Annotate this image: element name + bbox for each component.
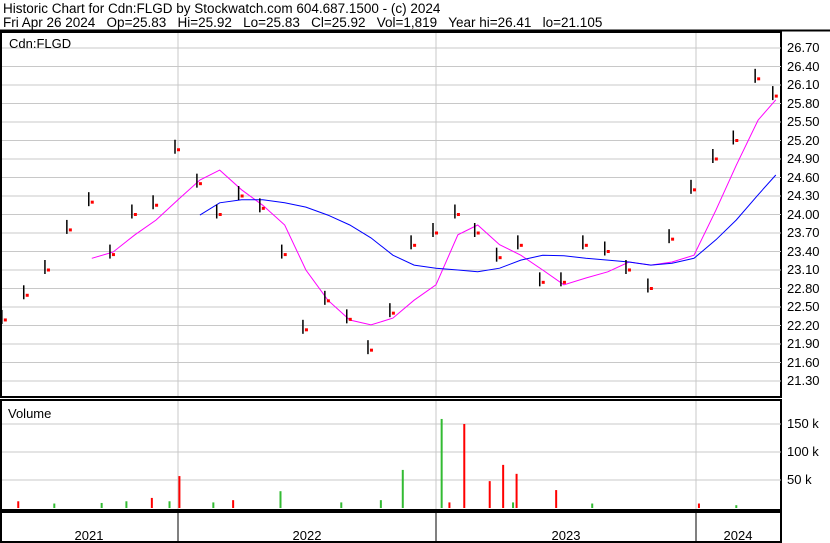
volume-label: Volume	[8, 406, 52, 421]
volume-bar	[448, 502, 451, 508]
short-moving-average-line	[91, 99, 777, 326]
volume-bar	[440, 418, 443, 508]
price-tick-label: 21.60	[787, 354, 820, 370]
price-tick-label: 25.80	[787, 95, 820, 111]
price-point	[476, 231, 480, 235]
price-point	[240, 194, 244, 198]
volume-bar	[379, 500, 382, 508]
volume-bar	[512, 502, 515, 508]
volume-bar	[168, 501, 171, 508]
price-tick-label: 21.90	[787, 336, 820, 351]
price-tick-label: 24.00	[787, 206, 820, 222]
price-point	[693, 188, 696, 192]
volume-bar	[279, 491, 282, 508]
volume-tick-label: 50 k	[787, 472, 812, 487]
price-tick-label: 25.50	[787, 114, 820, 129]
price-point	[714, 157, 718, 161]
price-point	[413, 243, 417, 247]
price-point	[774, 94, 778, 98]
volume-bar	[591, 503, 594, 508]
volume-bar	[502, 464, 505, 508]
price-point	[369, 348, 373, 352]
price-point	[198, 182, 202, 186]
price-point	[68, 228, 72, 232]
price-tick-label: 22.20	[787, 317, 820, 333]
volume-bar	[212, 502, 215, 508]
price-point	[304, 328, 308, 332]
year-label: 2021	[74, 528, 104, 543]
price-tick-label: 26.10	[787, 77, 820, 92]
price-point	[735, 139, 739, 142]
price-point	[649, 287, 653, 290]
volume-bar	[488, 481, 491, 508]
volume-bar	[555, 490, 558, 508]
price-tick-label: 26.70	[787, 40, 820, 55]
price-point	[25, 293, 29, 297]
price-tick-label: 24.90	[787, 151, 820, 166]
price-point	[519, 243, 523, 247]
price-point	[46, 268, 50, 272]
volume-tick-label: 150 k	[787, 416, 819, 431]
price-point	[155, 203, 159, 207]
price-point	[283, 253, 287, 257]
price-point	[541, 280, 545, 284]
price-tick-label: 23.40	[787, 243, 820, 259]
price-point	[348, 317, 352, 321]
quote-summary: Fri Apr 26 2024 Op=25.83 Hi=25.92 Lo=25.…	[3, 15, 603, 30]
chart-title: Historic Chart for Cdn:FLGD by Stockwatc…	[3, 1, 441, 16]
price-point	[133, 213, 137, 216]
price-point	[435, 231, 438, 235]
price-point	[261, 206, 265, 210]
symbol-label: Cdn:FLGD	[9, 36, 72, 51]
price-tick-label: 24.30	[787, 188, 820, 203]
volume-bar	[735, 505, 738, 508]
volume-bar	[401, 469, 404, 508]
price-point	[757, 77, 761, 81]
volume-bar	[150, 497, 153, 508]
price-point	[456, 213, 460, 216]
long-moving-average-line	[199, 174, 777, 273]
price-point	[562, 280, 566, 284]
price-point	[177, 148, 180, 152]
volume-tick-label: 100 k	[787, 444, 819, 459]
price-tick-label: 22.80	[787, 280, 820, 296]
year-label: 2024	[723, 528, 753, 543]
price-tick-label: 23.70	[787, 225, 820, 240]
volume-panel-frame	[0, 399, 782, 511]
price-tick-label: 26.40	[787, 58, 820, 74]
volume-bar	[232, 500, 235, 508]
price-tick-label: 23.10	[787, 262, 820, 277]
volume-bar	[100, 502, 103, 508]
volume-bar	[697, 503, 700, 508]
volume-bar	[515, 473, 518, 508]
price-point	[326, 299, 330, 303]
price-point	[584, 243, 588, 247]
volume-bar	[340, 502, 343, 508]
year-label: 2023	[551, 528, 581, 543]
price-point	[111, 253, 115, 257]
volume-bar	[125, 501, 128, 508]
price-point	[3, 318, 7, 322]
price-point	[391, 311, 395, 315]
volume-bar	[178, 476, 181, 508]
price-point	[90, 200, 94, 204]
volume-bar	[17, 501, 20, 508]
price-tick-label: 22.50	[787, 299, 820, 314]
volume-bar	[463, 424, 466, 508]
year-label: 2022	[292, 528, 322, 543]
price-tick-label: 25.20	[787, 132, 820, 148]
volume-bar	[53, 503, 56, 508]
price-point	[627, 268, 631, 272]
price-point	[671, 237, 675, 241]
price-point	[218, 213, 222, 216]
price-tick-label: 21.30	[787, 373, 820, 388]
year-axis-frame	[0, 511, 782, 543]
price-tick-label: 24.60	[787, 169, 820, 185]
price-point	[498, 256, 502, 260]
price-point	[606, 250, 610, 253]
